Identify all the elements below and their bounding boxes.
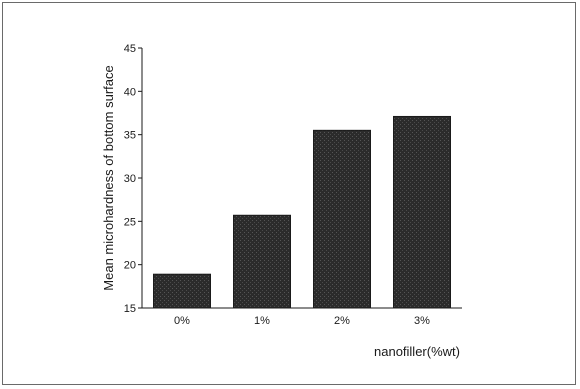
y-tick-label: 30 — [124, 173, 136, 185]
y-tick-label: 40 — [124, 86, 136, 98]
y-tick-label: 45 — [124, 43, 136, 55]
bar-2pct — [313, 129, 371, 309]
y-tick-label: 35 — [124, 130, 136, 142]
x-tick-label: 3% — [414, 315, 430, 327]
y-tick-label: 20 — [124, 260, 136, 272]
y-tick-label: 25 — [124, 216, 136, 228]
x-tick-label: 2% — [334, 315, 350, 327]
bar-3pct — [393, 115, 451, 309]
chart-frame — [2, 2, 576, 385]
bar-0pct — [153, 273, 211, 309]
x-tick-label: 0% — [174, 315, 190, 327]
x-axis-title: nanofiller(%wt) — [374, 344, 460, 359]
y-axis-title: Mean microhardness of bottom surface — [101, 65, 116, 290]
y-tick-label: 15 — [124, 303, 136, 315]
x-tick-label: 1% — [254, 315, 270, 327]
bar-1pct — [233, 214, 291, 309]
